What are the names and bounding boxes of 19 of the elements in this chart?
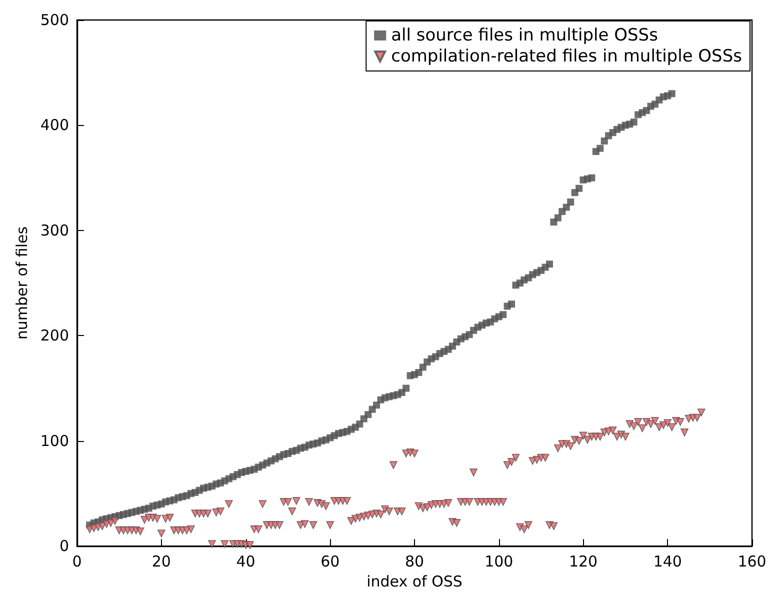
x-tick-label: 120: [568, 552, 598, 571]
x-tick-label: 20: [152, 552, 171, 571]
x-tick-label: 40: [236, 552, 256, 571]
x-axis-title: index of OSS: [366, 572, 462, 590]
x-tick-label: 60: [320, 552, 340, 571]
x-tick-label: 160: [738, 552, 766, 571]
y-tick-label: 500: [40, 11, 69, 29]
legend-label: all source files in multiple OSSs: [391, 26, 658, 46]
x-tick-label: 140: [653, 552, 682, 571]
legend-label: compilation-related files in multiple OSSs: [391, 46, 742, 66]
x-tick-label: 80: [404, 552, 424, 571]
y-axis-title: number of files: [12, 226, 31, 340]
y-tick-label: 200: [40, 326, 69, 345]
y-tick-label: 0: [59, 537, 69, 556]
x-tick-label: 0: [72, 552, 82, 571]
y-tick-label: 400: [40, 116, 69, 134]
y-tick-label: 100: [40, 432, 69, 450]
x-tick-label: 100: [484, 552, 514, 571]
y-tick-label: 300: [40, 221, 69, 240]
